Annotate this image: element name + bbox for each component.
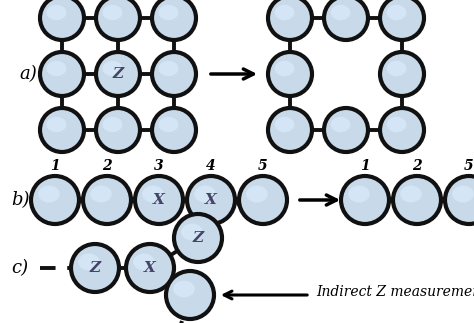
Ellipse shape bbox=[445, 176, 474, 224]
Text: 5: 5 bbox=[258, 159, 268, 173]
Ellipse shape bbox=[133, 254, 155, 270]
Ellipse shape bbox=[40, 52, 84, 96]
Ellipse shape bbox=[274, 61, 294, 76]
Text: 3: 3 bbox=[154, 159, 164, 173]
Ellipse shape bbox=[159, 117, 178, 132]
Ellipse shape bbox=[46, 5, 66, 20]
Text: Z: Z bbox=[192, 231, 203, 245]
Text: 2: 2 bbox=[412, 159, 422, 173]
Ellipse shape bbox=[142, 186, 164, 203]
Ellipse shape bbox=[102, 117, 122, 132]
Ellipse shape bbox=[159, 61, 178, 76]
Ellipse shape bbox=[174, 214, 222, 262]
Ellipse shape bbox=[159, 5, 178, 20]
Text: c): c) bbox=[11, 259, 28, 277]
Ellipse shape bbox=[330, 117, 350, 132]
Ellipse shape bbox=[268, 0, 312, 40]
Text: X: X bbox=[153, 193, 165, 207]
Ellipse shape bbox=[387, 5, 406, 20]
Ellipse shape bbox=[187, 176, 235, 224]
Ellipse shape bbox=[246, 186, 268, 203]
Text: 1: 1 bbox=[50, 159, 60, 173]
Ellipse shape bbox=[31, 176, 79, 224]
Ellipse shape bbox=[324, 0, 368, 40]
Ellipse shape bbox=[400, 186, 422, 203]
Ellipse shape bbox=[194, 186, 216, 203]
Ellipse shape bbox=[102, 5, 122, 20]
Ellipse shape bbox=[135, 176, 183, 224]
Text: X: X bbox=[144, 261, 156, 275]
Ellipse shape bbox=[152, 108, 196, 152]
Ellipse shape bbox=[348, 186, 370, 203]
Ellipse shape bbox=[239, 176, 287, 224]
Text: Z: Z bbox=[112, 67, 124, 81]
Text: Z: Z bbox=[90, 261, 100, 275]
Ellipse shape bbox=[152, 52, 196, 96]
Ellipse shape bbox=[387, 117, 406, 132]
Ellipse shape bbox=[38, 186, 60, 203]
Text: 1: 1 bbox=[360, 159, 370, 173]
Ellipse shape bbox=[96, 52, 140, 96]
Text: a): a) bbox=[19, 65, 37, 83]
Ellipse shape bbox=[83, 176, 131, 224]
Ellipse shape bbox=[330, 5, 350, 20]
Ellipse shape bbox=[452, 186, 474, 203]
Text: 4: 4 bbox=[206, 159, 216, 173]
Text: 2: 2 bbox=[102, 159, 112, 173]
Text: Indirect Z measurement: Indirect Z measurement bbox=[316, 285, 474, 299]
Ellipse shape bbox=[166, 271, 214, 319]
Ellipse shape bbox=[380, 0, 424, 40]
Ellipse shape bbox=[78, 254, 100, 270]
Ellipse shape bbox=[173, 281, 195, 297]
Ellipse shape bbox=[46, 117, 66, 132]
Text: 5: 5 bbox=[464, 159, 474, 173]
Ellipse shape bbox=[96, 0, 140, 40]
Ellipse shape bbox=[387, 61, 406, 76]
Ellipse shape bbox=[102, 61, 122, 76]
Ellipse shape bbox=[181, 224, 203, 240]
Ellipse shape bbox=[274, 117, 294, 132]
Text: b): b) bbox=[11, 191, 29, 209]
Ellipse shape bbox=[380, 52, 424, 96]
Ellipse shape bbox=[90, 186, 112, 203]
Ellipse shape bbox=[268, 108, 312, 152]
Ellipse shape bbox=[126, 244, 174, 292]
Ellipse shape bbox=[71, 244, 119, 292]
Ellipse shape bbox=[324, 108, 368, 152]
Ellipse shape bbox=[341, 176, 389, 224]
Text: X: X bbox=[205, 193, 217, 207]
Ellipse shape bbox=[40, 108, 84, 152]
Ellipse shape bbox=[393, 176, 441, 224]
Ellipse shape bbox=[152, 0, 196, 40]
Ellipse shape bbox=[96, 108, 140, 152]
Ellipse shape bbox=[40, 0, 84, 40]
Ellipse shape bbox=[268, 52, 312, 96]
Ellipse shape bbox=[274, 5, 294, 20]
Ellipse shape bbox=[46, 61, 66, 76]
Ellipse shape bbox=[380, 108, 424, 152]
